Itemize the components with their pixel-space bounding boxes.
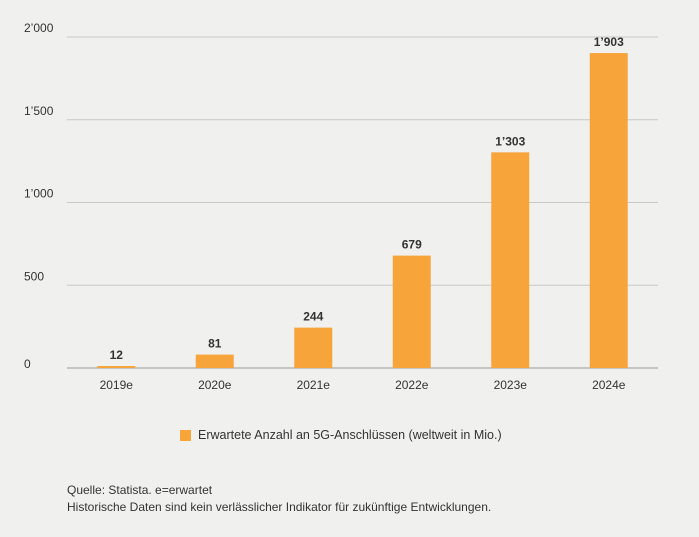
y-tick-label: 1’000 [24, 187, 54, 201]
bar [97, 366, 136, 368]
x-tick-label: 2020e [198, 378, 232, 392]
bar [491, 152, 530, 368]
x-tick-label: 2024e [592, 378, 626, 392]
bar-value-label: 679 [402, 238, 422, 252]
bar [589, 53, 628, 369]
legend: Erwartete Anzahl an 5G-Anschlüssen (welt… [180, 428, 502, 442]
legend-label: Erwartete Anzahl an 5G-Anschlüssen (welt… [198, 428, 502, 442]
bar [294, 327, 333, 368]
bar-value-label: 1’303 [495, 134, 525, 148]
x-tick-label: 2022e [395, 378, 429, 392]
x-tick-label: 2023e [494, 378, 528, 392]
legend-swatch [180, 429, 191, 441]
disclaimer-note: Historische Daten sind kein verlässliche… [67, 500, 492, 514]
source-note: Quelle: Statista. e=erwartet [67, 483, 213, 497]
bar [392, 255, 431, 368]
x-tick-label: 2021e [297, 378, 331, 392]
y-tick-label: 0 [24, 357, 31, 371]
y-tick-label: 1’500 [24, 104, 54, 118]
bar-value-label: 81 [208, 337, 222, 351]
bar-value-label: 1’903 [594, 35, 624, 49]
y-tick-label: 500 [24, 269, 44, 283]
x-tick-label: 2019e [100, 378, 134, 392]
bar-value-label: 12 [110, 348, 124, 362]
footnote: Quelle: Statista. e=erwartet Historische… [67, 482, 491, 516]
bar-chart: 0 500 1’000 1’500 2’000 12 2019e 81 2020e 244 2021… [24, 21, 658, 392]
bar [195, 354, 234, 368]
bar-value-label: 244 [303, 310, 323, 324]
y-tick-label: 2’000 [24, 21, 54, 35]
